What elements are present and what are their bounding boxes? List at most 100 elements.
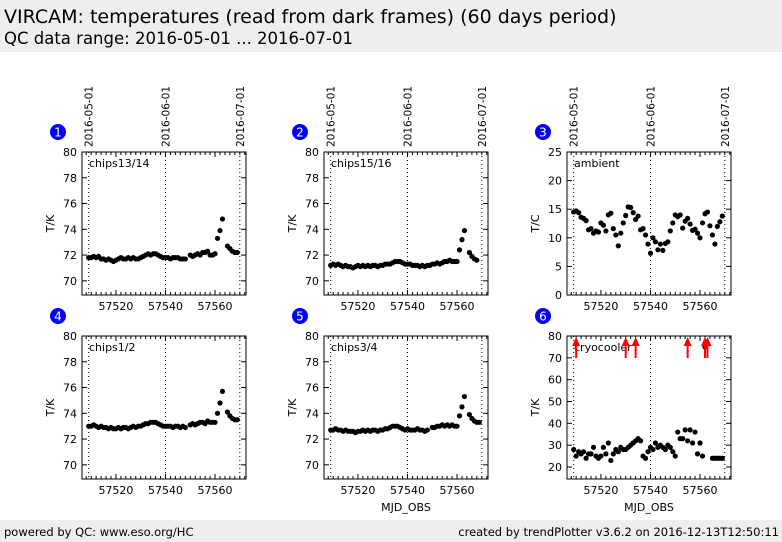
data-point xyxy=(697,235,703,241)
y-axis-label: T/K xyxy=(286,398,299,417)
y-tick-label: 74 xyxy=(305,223,319,236)
y-tick-label: 5 xyxy=(555,260,562,273)
data-point xyxy=(608,457,614,464)
data-point xyxy=(692,429,698,435)
data-point xyxy=(687,427,693,433)
data-point xyxy=(610,226,616,232)
date-label: 2016-05-01 xyxy=(84,86,96,147)
data-point xyxy=(667,444,673,450)
plot-frame xyxy=(323,151,489,296)
date-label: 2016-07-01 xyxy=(477,86,489,147)
data-point xyxy=(657,241,663,247)
panel-badge xyxy=(292,308,308,324)
y-tick-label: 74 xyxy=(63,407,77,420)
data-point xyxy=(600,444,607,450)
data-point xyxy=(618,230,624,236)
x-axis-label: MJD_OBS xyxy=(624,501,674,514)
data-point xyxy=(595,229,602,235)
data-point xyxy=(687,221,693,227)
data-point xyxy=(699,453,706,459)
y-tick-label: 80 xyxy=(305,146,319,159)
out-of-range-arrow-head xyxy=(621,337,630,346)
data-point xyxy=(637,438,644,444)
data-point xyxy=(461,393,468,400)
data-point xyxy=(719,455,725,461)
panel-badge xyxy=(535,124,551,140)
y-tick-label: 50 xyxy=(548,395,562,408)
y-tick-label: 76 xyxy=(63,198,77,211)
y-axis-label: T/K xyxy=(529,398,542,417)
panel-badge-number: 3 xyxy=(539,126,547,140)
header-bar: VIRCAM: temperatures (read from dark fra… xyxy=(0,0,782,52)
x-tick-label: 57520 xyxy=(98,484,133,497)
y-tick-label: 76 xyxy=(305,198,319,211)
y-tick-label: 60 xyxy=(548,374,562,387)
x-tick-label: 57520 xyxy=(98,300,133,313)
panel-badge xyxy=(292,124,308,140)
data-point xyxy=(660,247,666,253)
data-point xyxy=(610,451,616,457)
series-label: ambient xyxy=(574,157,620,170)
x-tick-label: 57540 xyxy=(633,300,668,313)
data-point xyxy=(205,248,211,254)
panel-2: 2016-05-01 2016-06-01 2016-07-01 57520 57540… xyxy=(286,86,489,313)
data-point xyxy=(672,453,678,459)
x-tick-label: 57560 xyxy=(198,484,233,497)
series-label: cryocooler xyxy=(574,341,632,354)
data-point xyxy=(576,210,582,216)
data-point xyxy=(590,444,597,450)
y-tick-label: 72 xyxy=(305,249,319,262)
data-point xyxy=(640,226,646,232)
y-tick-label: 80 xyxy=(548,330,562,343)
data-point xyxy=(217,227,223,234)
data-point xyxy=(588,226,594,232)
data-point xyxy=(459,237,465,243)
data-point xyxy=(690,440,696,446)
data-point xyxy=(645,449,651,455)
data-point xyxy=(605,440,611,446)
data-point xyxy=(685,215,691,221)
panel-6: 57520 57540 57560 20 30 40 50 60 70 80 T/K MJD_OBS c… xyxy=(529,308,732,514)
x-tick-label: 57540 xyxy=(148,300,183,313)
panel-badge-number: 1 xyxy=(54,126,62,140)
data-point xyxy=(667,228,673,234)
y-tick-label: 70 xyxy=(63,459,77,472)
plot-frame xyxy=(81,335,247,480)
data-point xyxy=(573,453,579,459)
data-point xyxy=(709,232,716,238)
date-label: 2016-05-01 xyxy=(569,86,581,147)
x-tick-label: 57540 xyxy=(390,300,425,313)
data-point xyxy=(628,204,634,211)
data-point xyxy=(707,223,713,229)
x-tick-label: 57540 xyxy=(633,484,668,497)
panel-4: 57520 57540 57560 70 72 74 76 78 80 T/K chips1/2 4 xyxy=(44,308,247,497)
data-point xyxy=(466,249,473,256)
data-point xyxy=(214,235,221,241)
data-point xyxy=(677,212,683,218)
data-point xyxy=(583,218,589,224)
page-subtitle: QC data range: 2016-05-01 ... 2016-07-01 xyxy=(4,29,353,48)
y-tick-label: 70 xyxy=(305,459,319,472)
data-point xyxy=(234,249,240,256)
x-tick-label: 57540 xyxy=(390,484,425,497)
date-label: 2016-06-01 xyxy=(645,86,657,147)
data-point xyxy=(608,210,614,216)
date-label: 2016-06-01 xyxy=(160,86,172,147)
panel-badge-number: 2 xyxy=(296,126,304,140)
data-point xyxy=(571,446,577,453)
y-tick-label: 20 xyxy=(548,461,562,474)
data-point xyxy=(645,241,651,247)
y-tick-label: 78 xyxy=(305,356,319,369)
data-point xyxy=(647,250,654,256)
data-point xyxy=(214,410,221,416)
data-point xyxy=(456,247,463,253)
panel-badge xyxy=(535,308,551,324)
data-point xyxy=(685,438,691,444)
data-point xyxy=(615,243,621,249)
plot-frame xyxy=(566,335,732,480)
data-point xyxy=(182,424,188,431)
data-point xyxy=(456,413,463,419)
data-point xyxy=(219,388,226,394)
x-tick-label: 57560 xyxy=(440,484,475,497)
data-point xyxy=(603,451,609,457)
